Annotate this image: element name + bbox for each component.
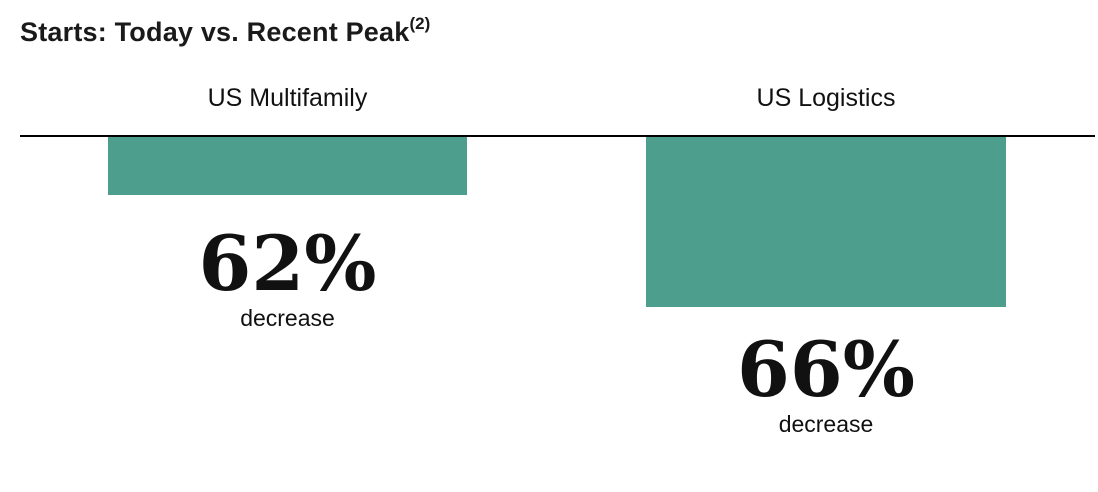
baseline-axis	[20, 135, 1095, 137]
value-label-us-multifamily: 62%	[198, 219, 377, 308]
bar-us-multifamily	[108, 137, 467, 195]
value-block-us-multifamily: 62% decrease	[108, 226, 467, 332]
decrease-label-us-multifamily: decrease	[240, 305, 335, 331]
bar-us-logistics	[646, 137, 1006, 307]
decrease-label-us-logistics: decrease	[778, 411, 874, 437]
column-header-us-logistics: US Logistics	[756, 84, 896, 112]
chart-title: Starts: Today vs. Recent Peak(2)	[20, 14, 431, 48]
column-us-multifamily: US Multifamily 62% decrease	[108, 0, 467, 492]
value-label-us-logistics: 66%	[737, 325, 915, 414]
chart-title-text: Starts: Today vs. Recent Peak	[20, 17, 410, 47]
column-header-us-multifamily: US Multifamily	[207, 84, 368, 112]
value-block-us-logistics: 66% decrease	[646, 332, 1006, 438]
chart-title-footnote-marker: (2)	[409, 14, 431, 33]
column-us-logistics: US Logistics 66% decrease	[646, 0, 1006, 492]
